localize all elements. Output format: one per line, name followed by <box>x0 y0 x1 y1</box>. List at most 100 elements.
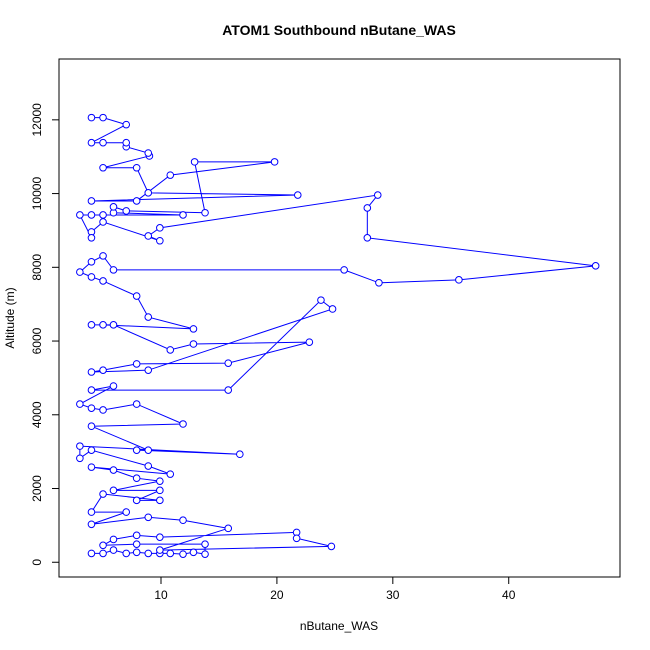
point <box>109 466 118 474</box>
y-tick-label: 8000 <box>30 254 44 281</box>
point <box>76 454 84 463</box>
point <box>122 549 131 558</box>
point <box>144 549 153 558</box>
point <box>455 276 463 284</box>
point <box>109 486 118 495</box>
point <box>87 113 96 122</box>
point <box>99 490 107 498</box>
point <box>87 508 96 516</box>
point <box>201 540 209 548</box>
point <box>99 541 107 550</box>
point <box>109 535 118 544</box>
point <box>144 232 153 240</box>
x-tick-label: 30 <box>386 588 400 602</box>
point <box>166 346 175 354</box>
point <box>292 534 301 543</box>
point <box>109 321 118 329</box>
point <box>87 368 96 376</box>
point <box>132 496 141 505</box>
point <box>156 224 164 232</box>
point <box>363 234 372 242</box>
point <box>132 446 141 454</box>
point <box>144 446 153 454</box>
point <box>132 360 141 368</box>
point <box>87 549 96 558</box>
point <box>340 266 348 274</box>
point <box>156 477 164 485</box>
point <box>144 366 153 374</box>
point <box>99 163 107 172</box>
point <box>305 338 314 346</box>
point <box>99 211 107 219</box>
plot-frame <box>58 58 621 578</box>
point <box>109 203 118 211</box>
point <box>132 292 141 300</box>
point <box>87 422 96 431</box>
point <box>236 450 244 459</box>
point <box>317 296 325 304</box>
point <box>270 158 279 166</box>
y-axis-label: Altitude (m) <box>3 287 17 348</box>
point <box>189 548 198 557</box>
point <box>87 463 96 471</box>
point <box>166 171 175 179</box>
series-line <box>78 117 596 555</box>
x-tick-label: 20 <box>270 588 284 602</box>
point <box>99 549 107 558</box>
point <box>144 313 153 321</box>
x-tick-label: 10 <box>154 588 168 602</box>
point <box>99 406 107 414</box>
point <box>293 191 302 199</box>
y-tick-label: 6000 <box>30 327 44 354</box>
point <box>144 513 153 522</box>
point <box>132 540 141 548</box>
point <box>166 549 175 558</box>
point <box>87 234 96 242</box>
point <box>156 533 164 541</box>
point <box>179 420 187 428</box>
point <box>87 386 96 394</box>
point <box>99 138 107 147</box>
point <box>87 138 96 147</box>
point <box>201 208 209 217</box>
point <box>328 305 337 313</box>
point <box>132 548 141 557</box>
point <box>87 197 96 205</box>
y-tick-label: 12000 <box>30 103 44 137</box>
y-tick-label: 2000 <box>30 475 44 502</box>
point <box>87 404 96 412</box>
point <box>87 273 96 281</box>
point <box>132 163 141 172</box>
point <box>122 207 131 215</box>
point <box>156 546 164 554</box>
x-tick-label: 40 <box>502 588 516 602</box>
point <box>591 262 600 270</box>
point <box>76 268 84 276</box>
point <box>99 113 107 122</box>
point <box>87 211 96 219</box>
point <box>156 236 164 245</box>
point <box>87 446 96 454</box>
point <box>189 325 198 333</box>
point <box>224 359 233 367</box>
point <box>179 550 187 558</box>
point <box>87 520 96 529</box>
point <box>179 516 187 525</box>
point <box>363 204 372 212</box>
point <box>122 508 131 516</box>
point <box>132 474 141 482</box>
point <box>375 278 383 287</box>
point <box>99 252 107 260</box>
point <box>201 550 209 558</box>
point <box>132 400 141 408</box>
point <box>99 277 107 285</box>
point <box>99 321 107 329</box>
point <box>373 191 382 199</box>
point <box>156 486 164 495</box>
point <box>76 400 84 408</box>
point <box>87 257 96 266</box>
point <box>109 266 118 274</box>
point <box>224 386 233 394</box>
point <box>87 321 96 329</box>
chart-title: ATOM1 Southbound nButane_WAS <box>222 22 456 38</box>
